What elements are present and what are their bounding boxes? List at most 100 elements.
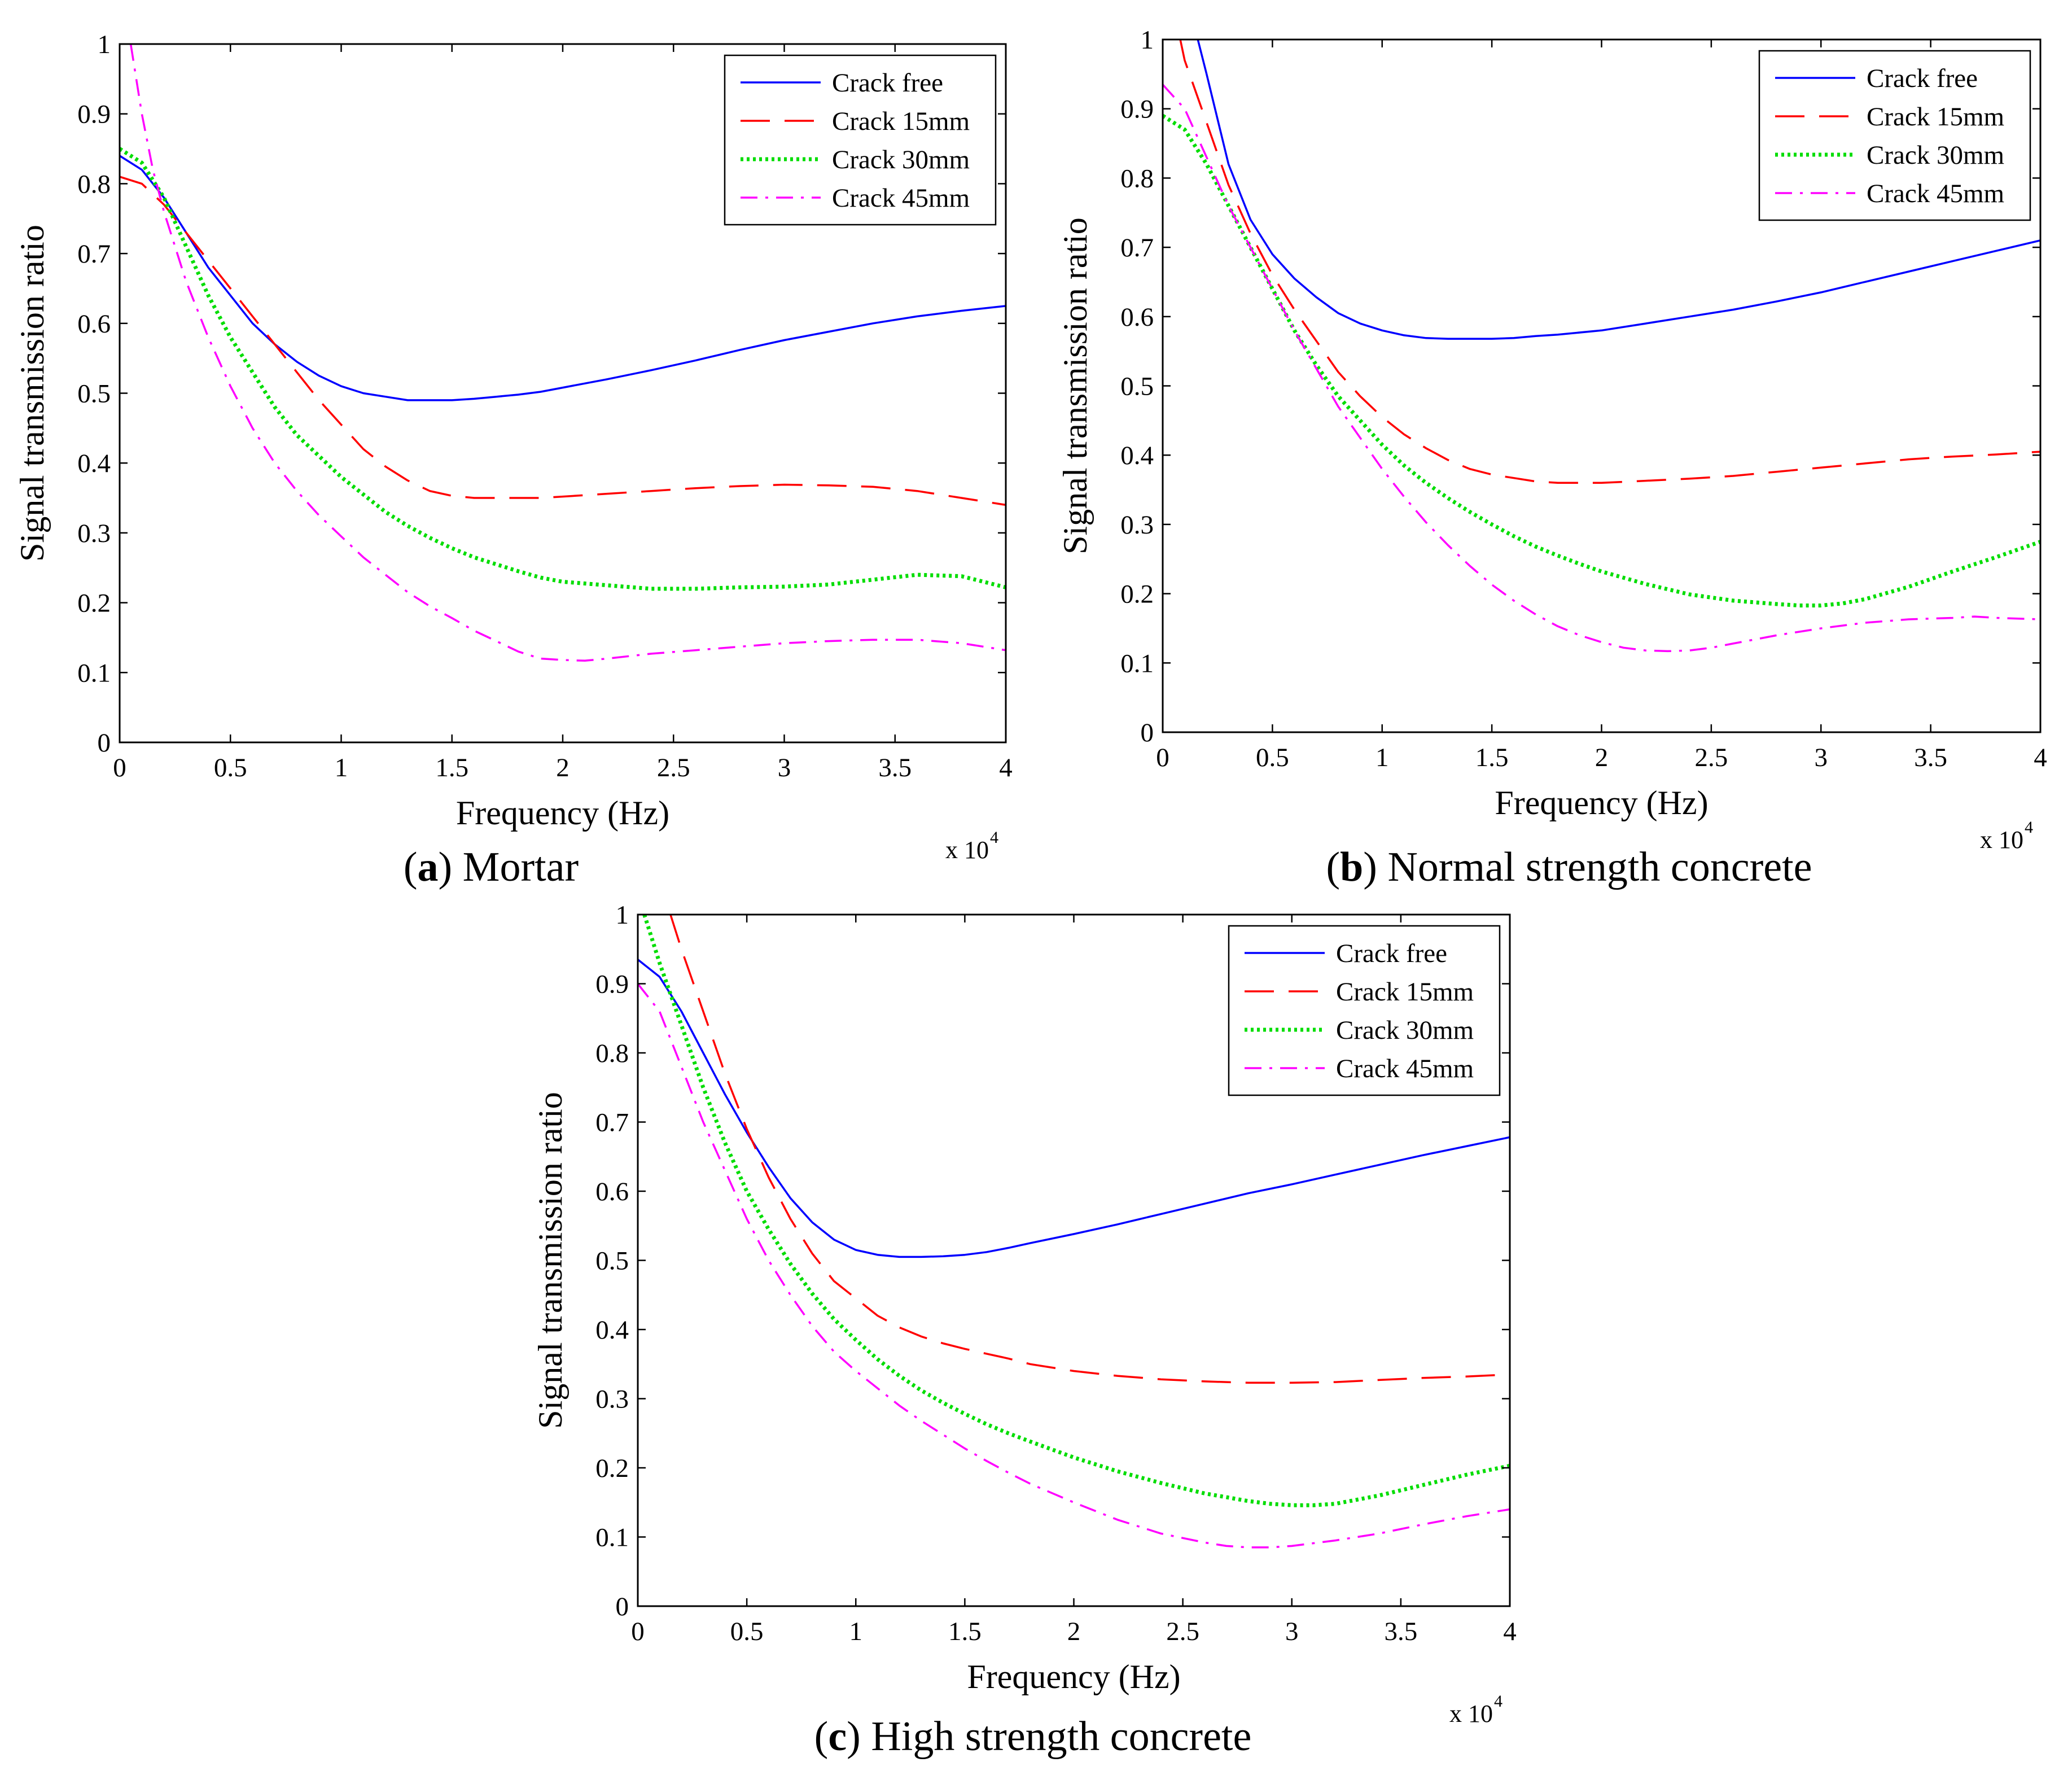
y-tick-label: 0.1 xyxy=(595,1523,629,1553)
chart-a: 0 0.5 1 1.5 2 2.5 3 3.5 4 0 0.1 0.2 0.3 0.4 0.5 0.6 0.7 0… xyxy=(14,30,1013,890)
series-group xyxy=(1163,40,2040,653)
legend-entry: Crack 15mm xyxy=(1336,977,1474,1007)
x-tick-label: 0.5 xyxy=(214,753,247,782)
x-tick-label: 2.5 xyxy=(1695,743,1728,772)
series-line-crack-15mm xyxy=(1179,40,2040,484)
y-tick-label: 0.6 xyxy=(595,1177,629,1206)
x-tick-label: 1 xyxy=(335,753,348,782)
legend-entry: Crack 15mm xyxy=(832,107,970,136)
y-tick-label: 0.2 xyxy=(595,1454,629,1483)
y-tick-label: 0.4 xyxy=(77,449,111,478)
y-tick-label: 0.2 xyxy=(77,589,111,618)
x-multiplier-exponent: 4 xyxy=(990,828,998,847)
x-tick-label: 1.5 xyxy=(1475,743,1509,772)
figure-caption: (c) High strength concrete xyxy=(814,1713,1252,1760)
y-tick-label: 0.7 xyxy=(595,1108,629,1138)
x-tick-label: 2 xyxy=(1595,743,1609,772)
y-tick-label: 1 xyxy=(98,30,111,59)
x-tick-label: 0 xyxy=(631,1617,645,1646)
x-tick-label: 1.5 xyxy=(948,1617,982,1646)
legend-box xyxy=(1758,50,2031,221)
x-tick-label: 2.5 xyxy=(657,753,690,782)
x-tick-label: 3.5 xyxy=(1914,743,1947,772)
y-tick-label: 0.3 xyxy=(1120,510,1154,540)
y-axis-label: Signal transmission ratio xyxy=(14,225,51,562)
y-tick-label: 0.9 xyxy=(77,100,111,129)
x-tick-label: 1.5 xyxy=(435,753,468,782)
legend-entry: Crack 45mm xyxy=(1867,179,2004,208)
y-tick-label: 0.8 xyxy=(1120,164,1154,193)
legend-entry: Crack 15mm xyxy=(1867,102,2004,132)
figure-caption: (a) Mortar xyxy=(404,844,579,890)
y-tick-label: 0.3 xyxy=(595,1385,629,1414)
series-line-crack-45mm xyxy=(638,983,1510,1549)
x-tick-label: 2 xyxy=(1067,1617,1081,1646)
series-line-crack-15mm xyxy=(120,176,1006,506)
x-tick-label: 1 xyxy=(1376,743,1389,772)
legend-entry: Crack free xyxy=(1867,64,1978,93)
caption-text: Mortar xyxy=(463,844,579,890)
y-tick-label: 0.4 xyxy=(1120,441,1154,470)
x-multiplier-label: x 10 xyxy=(945,836,989,864)
caption-text: Normal strength concrete xyxy=(1387,844,1812,890)
y-tick-label: 0.9 xyxy=(595,970,629,999)
x-tick-label: 2 xyxy=(556,753,570,782)
x-multiplier-label: x 10 xyxy=(1449,1700,1493,1728)
x-tick-label: 4 xyxy=(1503,1617,1517,1646)
legend-entry: Crack 45mm xyxy=(1336,1054,1474,1083)
y-tick-label: 0.5 xyxy=(77,379,111,409)
x-tick-label: 0.5 xyxy=(1256,743,1289,772)
x-axis-label: Frequency (Hz) xyxy=(1495,784,1708,821)
y-tick-label: 0.8 xyxy=(77,169,111,199)
y-tick-label: 0 xyxy=(616,1592,629,1621)
y-tick-label: 0.4 xyxy=(595,1315,629,1345)
x-tick-label: 3 xyxy=(1285,1617,1299,1646)
legend: Crack free Crack 15mm Crack 30mm Crack 45mm xyxy=(724,54,997,226)
y-tick-label: 0.8 xyxy=(595,1039,629,1068)
series-line-crack-30mm xyxy=(1163,114,2040,607)
series-line-crack-30mm xyxy=(120,147,1006,591)
series-line-crack-15mm xyxy=(669,915,1510,1384)
legend: Crack free Crack 15mm Crack 30mm Crack 45mm xyxy=(1228,925,1501,1096)
x-multiplier-exponent: 4 xyxy=(2025,818,2033,837)
y-tick-label: 0.1 xyxy=(1120,649,1154,678)
x-multiplier-label: x 10 xyxy=(1980,826,2023,854)
x-tick-label: 3.5 xyxy=(1385,1617,1418,1646)
caption-letter: c xyxy=(828,1713,847,1760)
y-tick-label: 0.2 xyxy=(1120,580,1154,609)
series-group xyxy=(120,44,1006,662)
x-tick-label: 1 xyxy=(849,1617,863,1646)
y-tick-label: 1 xyxy=(1141,25,1154,55)
y-tick-label: 0 xyxy=(98,728,111,758)
caption-text: High strength concrete xyxy=(871,1713,1251,1760)
caption-letter: b xyxy=(1340,844,1363,890)
x-tick-label: 3 xyxy=(778,753,791,782)
chart-c: 0 0.5 1 1.5 2 2.5 3 3.5 4 0 0.1 0.2 0.3 0.4 0.5 0.6 0.7 0… xyxy=(532,900,1517,1760)
y-axis-label: Signal transmission ratio xyxy=(1057,217,1094,554)
legend: Crack free Crack 15mm Crack 30mm Crack 45mm xyxy=(1758,50,2031,221)
y-tick-label: 0 xyxy=(1141,718,1154,747)
legend-box xyxy=(1228,925,1501,1096)
x-axis-label: Frequency (Hz) xyxy=(456,794,669,832)
figure-caption: (b) Normal strength concrete xyxy=(1326,844,1812,890)
legend-entry: Crack 45mm xyxy=(832,183,970,213)
legend-entry: Crack free xyxy=(1336,939,1447,968)
legend-entry: Crack 30mm xyxy=(1867,141,2004,170)
x-tick-label: 4 xyxy=(2034,743,2047,772)
legend-box xyxy=(724,54,997,226)
legend-entry: Crack free xyxy=(832,68,943,98)
series-line-crack-45mm xyxy=(129,44,1006,662)
x-tick-label: 0 xyxy=(113,753,126,782)
series-group xyxy=(638,915,1510,1549)
x-tick-label: 0 xyxy=(1156,743,1169,772)
x-multiplier-exponent: 4 xyxy=(1494,1692,1502,1711)
y-tick-label: 0.5 xyxy=(595,1247,629,1276)
caption-letter: a xyxy=(418,844,439,890)
y-tick-label: 1 xyxy=(616,900,629,930)
x-tick-label: 2.5 xyxy=(1166,1617,1199,1646)
y-tick-label: 0.7 xyxy=(77,239,111,269)
y-tick-label: 0.9 xyxy=(1120,95,1154,124)
series-line-crack-free xyxy=(120,155,1006,401)
y-tick-label: 0.7 xyxy=(1120,233,1154,263)
